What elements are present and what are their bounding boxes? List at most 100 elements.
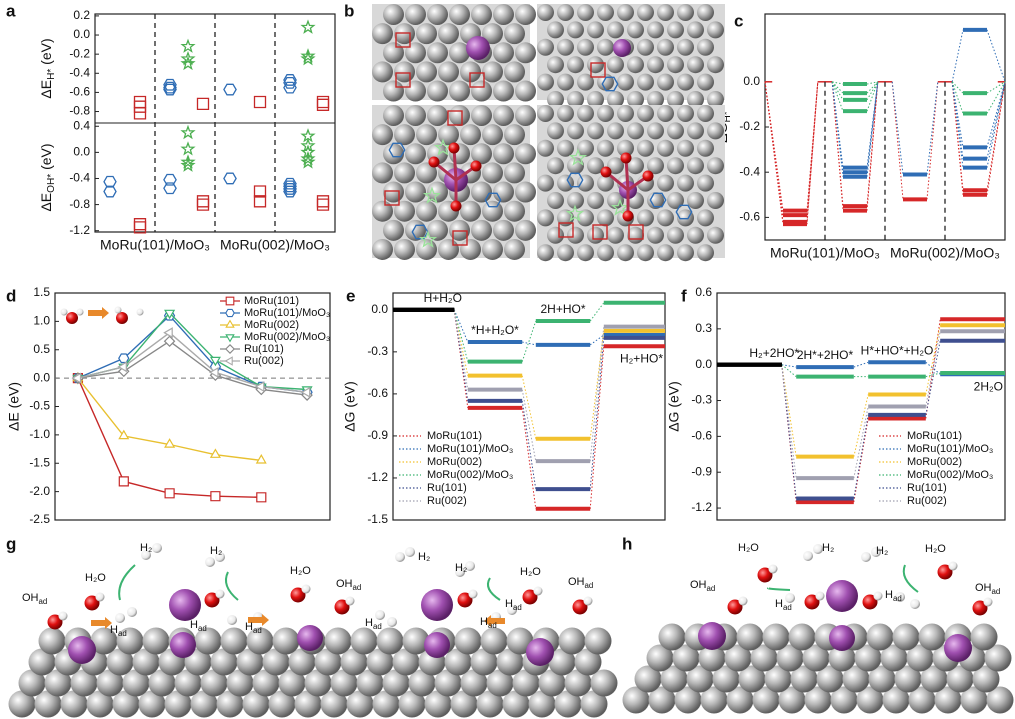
connector xyxy=(986,81,1006,195)
atom xyxy=(607,91,624,108)
o-atom xyxy=(600,166,612,178)
atom xyxy=(471,4,492,25)
site-square xyxy=(395,32,411,48)
atom xyxy=(567,21,584,39)
o-atom xyxy=(862,594,878,610)
surface-atom xyxy=(38,627,66,655)
y-tick-label: 0.0 xyxy=(371,302,388,316)
y-tick-label: -0.6 xyxy=(367,386,388,400)
atom xyxy=(471,219,492,241)
surface-atom xyxy=(476,690,504,718)
o-atom xyxy=(620,152,632,164)
atom xyxy=(493,219,514,241)
panel-label: a xyxy=(6,1,16,20)
legend-marker xyxy=(224,356,233,366)
atom xyxy=(617,139,634,157)
legend-marker xyxy=(225,296,235,306)
surface-atom xyxy=(646,644,674,672)
legend-label: Ru(101) xyxy=(427,482,467,494)
atom xyxy=(482,23,503,45)
legend-label: MoRu(002)/MoO₃ xyxy=(427,469,513,481)
text-part: H₂O xyxy=(520,566,541,578)
atom xyxy=(427,181,448,203)
connector xyxy=(589,334,605,346)
y-tick-label: 0.2 xyxy=(73,8,90,22)
atom xyxy=(449,4,470,25)
atom xyxy=(577,139,594,157)
atom xyxy=(515,4,536,25)
atom xyxy=(557,139,574,157)
atom xyxy=(677,209,694,227)
molecule-label: H₂O xyxy=(738,542,759,554)
connector xyxy=(453,309,469,390)
connector xyxy=(453,309,469,362)
marker xyxy=(300,137,316,153)
surface-atom xyxy=(986,686,1014,714)
h-atom xyxy=(468,589,478,599)
atom xyxy=(667,56,684,74)
atom xyxy=(687,21,704,39)
atom xyxy=(677,244,694,262)
surface-atom xyxy=(892,623,920,651)
atom xyxy=(707,122,724,140)
surface-atom xyxy=(538,669,566,697)
site-square xyxy=(395,72,411,88)
surface-atom xyxy=(148,669,176,697)
atom xyxy=(493,143,514,165)
o-atom xyxy=(642,170,654,182)
y-tick-label: -2.0 xyxy=(29,484,50,498)
y-tick-label: 0.0 xyxy=(73,27,90,41)
connector xyxy=(781,364,797,503)
surface-atom xyxy=(866,623,894,651)
connector xyxy=(925,325,941,395)
y-tick-label: -1.2 xyxy=(69,223,90,237)
surface-atom xyxy=(686,665,714,693)
atom xyxy=(460,200,481,222)
x-tick-label: MoRu(002)/MoO₃ xyxy=(890,245,1000,261)
arrow-curve xyxy=(225,571,239,601)
atom xyxy=(697,209,714,227)
atom xyxy=(416,23,437,45)
surface-atom xyxy=(174,669,202,697)
subscript: ad xyxy=(198,624,207,633)
arrow-curve xyxy=(902,564,919,593)
surface-atom xyxy=(18,669,46,697)
series-line xyxy=(77,377,262,462)
atom xyxy=(697,105,714,122)
atom xyxy=(697,73,714,91)
connector xyxy=(831,81,844,94)
connector xyxy=(986,81,1006,191)
site-square xyxy=(628,224,644,240)
molecule-label: Had xyxy=(505,598,522,612)
surface-atom xyxy=(272,627,300,655)
atom xyxy=(567,91,584,108)
connector xyxy=(764,81,784,225)
atom xyxy=(482,124,503,146)
panel-label: h xyxy=(622,534,632,553)
atom xyxy=(637,73,654,91)
atom xyxy=(372,238,393,260)
connector xyxy=(891,81,904,200)
y-tick-label: -1.0 xyxy=(29,427,50,441)
surface-atom xyxy=(262,648,290,676)
surface-atom xyxy=(320,690,348,718)
text-part: H₂O xyxy=(85,572,106,584)
series-line xyxy=(77,340,308,396)
molecule-label: H₂O xyxy=(85,572,106,584)
atom xyxy=(687,226,704,244)
subscript: H* xyxy=(46,69,57,80)
marker xyxy=(300,51,316,66)
atom xyxy=(405,143,426,165)
text-part: H xyxy=(365,617,373,629)
state-label: 2H*+2HO* xyxy=(797,348,854,362)
subscript: ad xyxy=(39,597,48,606)
molecule-label: H₂O xyxy=(520,566,541,578)
o-atom xyxy=(522,589,538,605)
y-tick-label: 0.0 xyxy=(33,370,50,384)
atom xyxy=(707,192,724,209)
site-square xyxy=(384,190,400,206)
surface-atom xyxy=(356,669,384,697)
surface-atom xyxy=(882,686,910,714)
text-part: OH xyxy=(690,579,707,591)
atom xyxy=(587,192,604,209)
